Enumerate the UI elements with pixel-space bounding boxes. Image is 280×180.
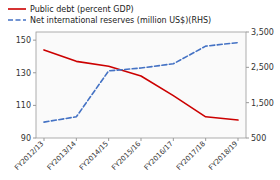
x-tick [141,138,142,141]
legend: Public debt (percent GDP) Net internation… [8,5,211,25]
y-tick-label: 130 [16,69,31,78]
x-tick [173,138,174,141]
y2-tick [246,102,249,103]
x-tick [238,138,239,141]
y2-tick-label: 500 [251,134,266,143]
series-line [44,43,238,123]
y-tick [33,40,36,41]
y-tick-label: 150 [16,36,31,45]
y-tick [33,72,36,73]
series-group [44,43,238,123]
series-line [44,50,238,120]
x-tick [108,138,109,141]
legend-label: Net international reserves (million US$)… [30,16,211,25]
plot-area [36,32,246,138]
x-tick-label: FY2017/18 [175,140,207,172]
y2-tick-label: 3,500 [251,28,274,37]
x-tick-label: FY2012/13 [13,140,45,172]
legend-swatch [8,19,26,21]
y2-tick-label: 1,500 [251,99,274,108]
y-tick-label: 110 [16,101,31,110]
chart: 901101301505001,5002,5003,500FY2012/13FY… [0,0,280,180]
x-tick-label: FY2018/19 [207,140,239,172]
x-tick [205,138,206,141]
legend-swatch [8,8,26,10]
x-tick-label: FY2015/16 [110,139,142,171]
y2-tick [246,67,249,68]
x-tick-label: FY2016/17 [143,140,175,172]
plot-frame [36,32,246,138]
x-tick-label: FY2014/15 [78,140,110,172]
x-tick-label: FY2013/14 [46,139,78,171]
legend-label: Public debt (percent GDP) [30,5,134,14]
y-tick [33,138,36,139]
x-tick [76,138,77,141]
y2-tick-label: 2,500 [251,63,274,72]
y-tick [33,105,36,106]
y-tick-label: 90 [21,134,31,143]
y2-tick [246,32,249,33]
x-tick [44,138,45,141]
y2-tick [246,138,249,139]
